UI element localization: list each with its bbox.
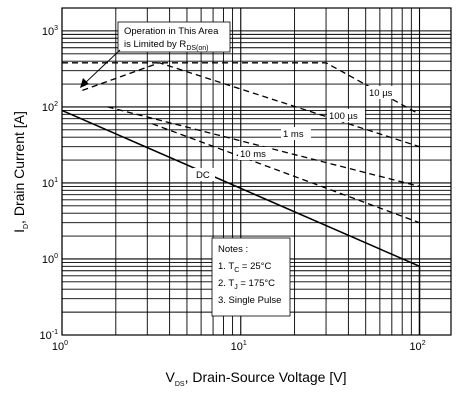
notes-item-3: 3. Single Pulse (218, 295, 281, 306)
label-1ms: 1 ms (283, 129, 304, 140)
label-10us: 10 µs (369, 88, 393, 99)
y-tick-label: 100 (42, 253, 58, 266)
notes-item-1: 1. TC = 25°C (218, 261, 271, 274)
x-tick-label: 101 (231, 340, 247, 353)
notes-box-frame (211, 237, 291, 317)
y-tick-label: 10-1 (40, 329, 59, 342)
y-tick-label: 102 (42, 101, 58, 114)
rds-annotation: Operation in This Area is Limited by RDS… (80, 21, 231, 88)
label-100us: 100 µs (329, 111, 358, 122)
label-dc: DC (196, 170, 210, 181)
rds-annotation-arrow (83, 49, 121, 85)
y-tick-label: 103 (42, 25, 58, 38)
series-line-0 (62, 62, 420, 115)
series-line-3 (152, 123, 420, 224)
y-tick-label: 101 (42, 177, 58, 190)
series-line-4 (61, 109, 421, 335)
rds-annotation-line2: is Limited by RDS(on) (124, 39, 209, 52)
arrow-head-icon (80, 78, 89, 88)
notes-box: Notes : 1. TC = 25°C 2. TJ = 175°C 3. Si… (211, 237, 291, 317)
label-10ms: 10 ms (240, 149, 266, 160)
plot-frame (61, 7, 452, 336)
series-line-1 (82, 62, 420, 148)
x-axis-label: VDS, Drain-Source Voltage [V] (166, 369, 347, 388)
y-axis-label: ID, Drain Current [A] (11, 111, 30, 233)
rds-annotation-box (117, 21, 231, 53)
notes-item-2: 2. TJ = 175°C (218, 278, 275, 291)
x-tick-label: 102 (409, 340, 425, 353)
series-line-2 (107, 106, 420, 188)
notes-title: Notes : (218, 244, 248, 255)
x-tick-label: 100 (52, 340, 68, 353)
rds-annotation-line1: Operation in This Area (124, 26, 219, 37)
curve-labels: 10 µs 100 µs 1 ms 10 ms DC (193, 86, 397, 181)
